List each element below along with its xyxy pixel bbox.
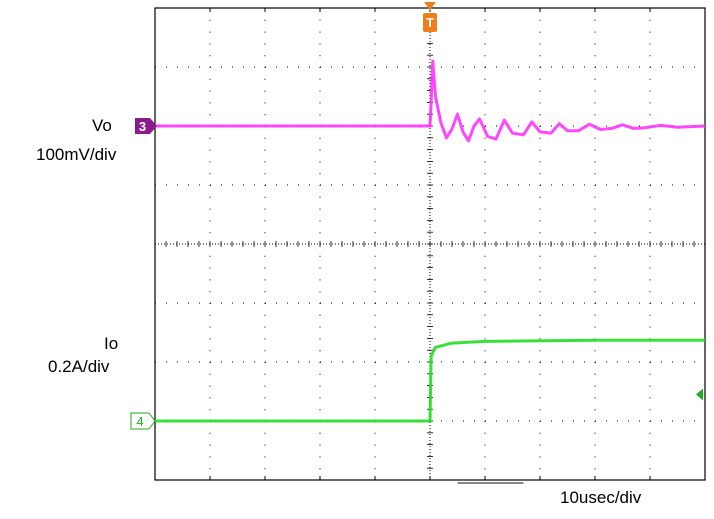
trigger-arrow bbox=[424, 2, 436, 10]
channel-4-marker bbox=[130, 412, 156, 430]
trigger-marker-text: T bbox=[426, 15, 434, 30]
vo-trace bbox=[155, 59, 706, 143]
vo-label: Vo bbox=[92, 116, 112, 135]
timebase-label: 10usec/div bbox=[560, 488, 642, 507]
io-trace bbox=[155, 338, 705, 423]
reference-level-arrow bbox=[696, 388, 703, 401]
channel-3-arrow bbox=[150, 118, 157, 134]
io-label: Io bbox=[104, 334, 119, 353]
channel-4-marker-text: 4 bbox=[136, 414, 143, 429]
channel-3-marker-text: 3 bbox=[139, 119, 146, 134]
io-scale-label: 0.2A/div bbox=[48, 357, 110, 376]
channel-3-marker bbox=[135, 118, 150, 134]
vo-scale-label: 100mV/div bbox=[36, 145, 117, 164]
trigger-marker bbox=[423, 13, 437, 32]
